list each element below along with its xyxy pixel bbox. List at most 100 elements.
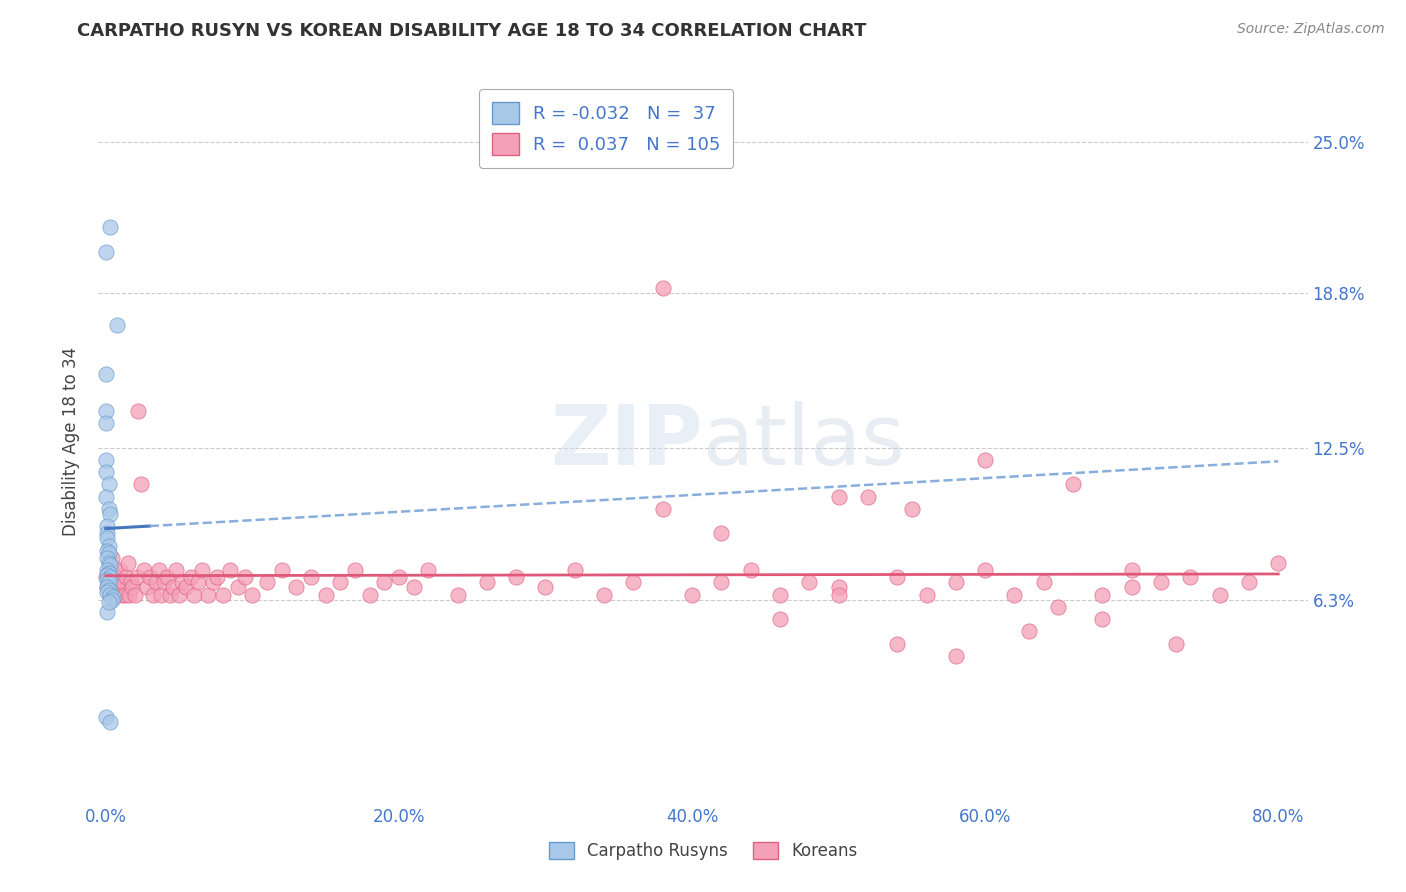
Point <box>96 605 118 619</box>
Point <box>1091 612 1114 626</box>
Point <box>1208 588 1230 602</box>
Point <box>110 563 132 577</box>
Point <box>974 453 997 467</box>
Point <box>138 570 160 584</box>
Point <box>285 580 308 594</box>
Point <box>118 588 141 602</box>
Point <box>94 367 117 381</box>
Point <box>1004 588 1026 602</box>
Point <box>96 568 118 582</box>
Point <box>94 416 117 430</box>
Point <box>170 575 193 590</box>
Legend: Carpatho Rusyns, Koreans: Carpatho Rusyns, Koreans <box>541 835 865 867</box>
Point <box>1180 570 1202 584</box>
Point <box>505 570 527 584</box>
Point <box>769 612 792 626</box>
Point <box>167 588 190 602</box>
Point <box>111 588 134 602</box>
Point <box>1091 588 1114 602</box>
Point <box>125 570 148 584</box>
Point <box>97 556 120 570</box>
Point <box>135 580 157 594</box>
Point <box>108 580 131 594</box>
Point <box>359 588 381 602</box>
Point <box>1121 580 1143 594</box>
Point <box>201 575 224 590</box>
Point <box>191 563 214 577</box>
Point <box>132 563 155 577</box>
Point <box>180 570 202 584</box>
Point <box>165 563 187 577</box>
Text: atlas: atlas <box>703 401 904 482</box>
Point <box>388 570 411 584</box>
Point <box>117 556 139 570</box>
Point <box>97 539 120 553</box>
Point <box>112 575 135 590</box>
Point <box>183 588 205 602</box>
Point <box>827 588 849 602</box>
Point <box>256 575 278 590</box>
Point <box>142 588 165 602</box>
Point <box>100 592 122 607</box>
Point <box>343 563 366 577</box>
Point <box>96 531 118 545</box>
Text: ZIP: ZIP <box>551 401 703 482</box>
Point <box>205 570 228 584</box>
Point <box>97 546 120 560</box>
Point <box>197 588 219 602</box>
Point <box>1267 556 1289 570</box>
Point <box>107 570 129 584</box>
Point <box>901 502 924 516</box>
Point <box>593 588 616 602</box>
Point <box>827 580 849 594</box>
Point <box>1032 575 1054 590</box>
Point <box>96 563 118 577</box>
Point <box>1150 575 1173 590</box>
Point <box>233 570 256 584</box>
Point <box>98 507 121 521</box>
Point <box>915 588 938 602</box>
Point <box>799 575 821 590</box>
Point <box>945 575 967 590</box>
Point <box>827 490 849 504</box>
Text: Source: ZipAtlas.com: Source: ZipAtlas.com <box>1237 22 1385 37</box>
Point <box>1164 637 1187 651</box>
Point <box>769 588 792 602</box>
Point <box>96 550 118 565</box>
Point <box>129 477 152 491</box>
Point <box>148 563 170 577</box>
Point <box>1062 477 1084 491</box>
Point <box>145 575 167 590</box>
Point <box>162 580 184 594</box>
Point <box>299 570 322 584</box>
Point <box>373 575 395 590</box>
Point <box>105 588 128 602</box>
Point <box>98 588 121 602</box>
Point <box>856 490 879 504</box>
Point <box>101 590 124 604</box>
Point <box>97 595 120 609</box>
Point <box>974 563 997 577</box>
Point <box>156 570 179 584</box>
Point <box>94 244 117 259</box>
Point <box>402 580 425 594</box>
Point <box>94 710 117 724</box>
Point <box>98 570 121 584</box>
Point <box>534 580 557 594</box>
Point <box>740 563 762 577</box>
Point <box>124 588 146 602</box>
Point <box>120 575 142 590</box>
Point <box>564 563 586 577</box>
Point <box>1047 599 1070 614</box>
Point <box>475 575 498 590</box>
Point <box>219 563 242 577</box>
Point <box>97 563 120 577</box>
Point <box>446 588 468 602</box>
Point <box>315 588 337 602</box>
Point <box>121 580 143 594</box>
Point <box>212 588 235 602</box>
Point <box>886 570 908 584</box>
Point <box>97 477 120 491</box>
Point <box>681 588 703 602</box>
Point <box>96 519 118 533</box>
